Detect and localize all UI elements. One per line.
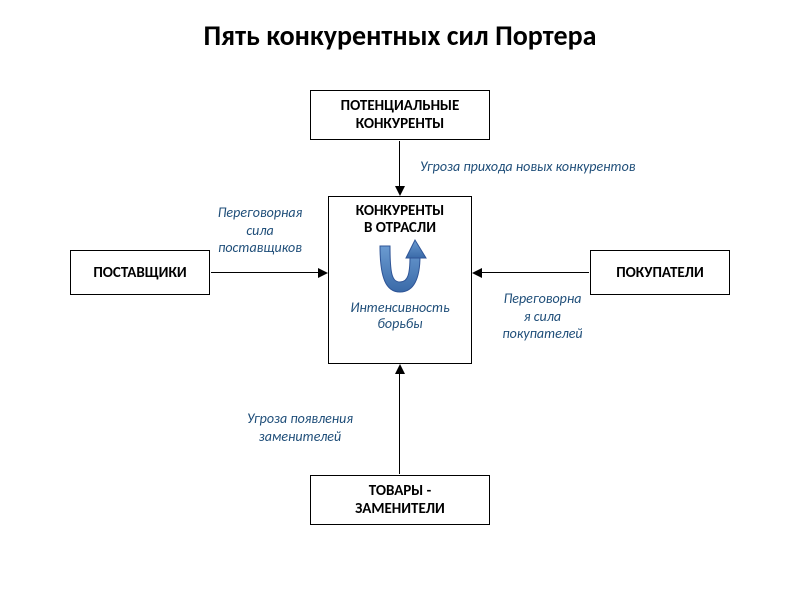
label-threat-substitutes: Угроза появления заменителей bbox=[210, 410, 390, 445]
swirl-arrow-icon bbox=[366, 238, 434, 300]
label-right-l3: покупателей bbox=[485, 325, 600, 343]
node-center-line2: В ОТРАСЛИ bbox=[364, 220, 436, 237]
node-potential-competitors: ПОТЕНЦИАЛЬНЫЕ КОНКУРЕНТЫ bbox=[310, 90, 490, 140]
node-bottom-line2: ЗАМЕНИТЕЛИ bbox=[355, 500, 445, 518]
edge-left-head bbox=[318, 268, 328, 278]
node-buyers: ПОКУПАТЕЛИ bbox=[590, 250, 730, 295]
label-left-l2: сила bbox=[200, 222, 320, 240]
label-left-l3: поставщиков bbox=[200, 239, 320, 257]
node-left-text: ПОСТАВЩИКИ bbox=[93, 264, 186, 282]
edge-top-head bbox=[395, 186, 405, 196]
edge-right-head bbox=[472, 268, 482, 278]
edge-left-to-center bbox=[211, 272, 318, 273]
label-right-l1: Переговорна bbox=[485, 290, 600, 308]
label-supplier-power: Переговорная сила поставщиков bbox=[200, 204, 320, 257]
edge-top-to-center bbox=[399, 141, 400, 186]
edge-right-to-center bbox=[482, 272, 589, 273]
node-center-sub2: борьбы bbox=[377, 316, 422, 332]
edge-bottom-to-center bbox=[399, 374, 400, 474]
node-suppliers: ПОСТАВЩИКИ bbox=[70, 250, 210, 295]
node-bottom-line1: ТОВАРЫ - bbox=[369, 482, 432, 500]
node-right-text: ПОКУПАТЕЛИ bbox=[616, 264, 704, 282]
label-right-l2: я сила bbox=[485, 308, 600, 326]
node-center-line1: КОНКУРЕНТЫ bbox=[356, 203, 445, 220]
node-top-line1: ПОТЕНЦИАЛЬНЫЕ bbox=[341, 97, 460, 115]
node-industry-competitors: КОНКУРЕНТЫ В ОТРАСЛИ Интенсивность борьб… bbox=[328, 196, 472, 364]
node-top-line2: КОНКУРЕНТЫ bbox=[356, 115, 445, 133]
label-bottom-l2: заменителей bbox=[210, 428, 390, 446]
node-center-sub1: Интенсивность bbox=[350, 300, 449, 316]
label-left-l1: Переговорная bbox=[200, 204, 320, 222]
edge-bottom-head bbox=[395, 364, 405, 374]
label-bottom-l1: Угроза появления bbox=[210, 410, 390, 428]
node-substitutes: ТОВАРЫ - ЗАМЕНИТЕЛИ bbox=[310, 475, 490, 525]
label-buyer-power: Переговорна я сила покупателей bbox=[485, 290, 600, 343]
label-threat-new-entrants: Угроза прихода новых конкурентов bbox=[420, 158, 730, 176]
diagram-title: Пять конкурентных сил Портера bbox=[0, 18, 800, 53]
